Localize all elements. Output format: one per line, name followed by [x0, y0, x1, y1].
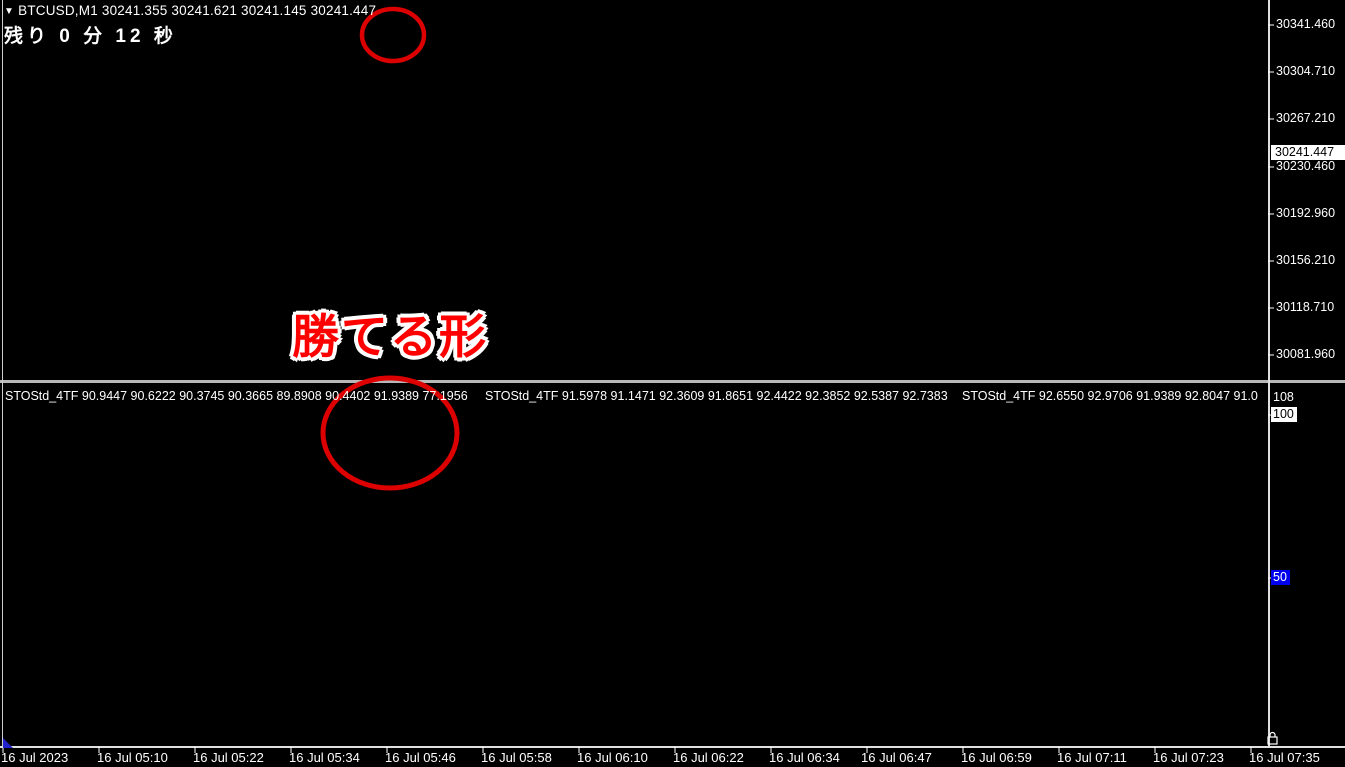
chart-dropdown-icon[interactable]: ▼: [4, 6, 15, 17]
annotation-circle: [320, 375, 460, 491]
annotation-text: 勝てる形: [292, 310, 488, 363]
time-axis-label: 16 Jul 06:59: [961, 750, 1032, 765]
time-axis-label: 16 Jul 07:11: [1057, 750, 1127, 765]
current-price-badge: 30241.447: [1271, 145, 1345, 160]
price-axis-label: 30192.960: [1276, 206, 1336, 220]
time-axis-label: 16 Jul 05:34: [289, 750, 360, 765]
price-axis-label: 30304.710: [1276, 64, 1336, 78]
time-axis-label: 16 Jul 06:22: [673, 750, 744, 765]
time-axis-label: 16 Jul 07:35: [1249, 750, 1320, 765]
stoch-midline-badge: 50: [1271, 570, 1290, 585]
time-axis-label: 16 Jul 05:10: [97, 750, 168, 765]
price-axis-label: 30118.710: [1276, 300, 1335, 314]
indicator-values-label: STOStd_4TF 92.6550 92.9706 91.9389 92.80…: [962, 389, 1258, 403]
price-axis-label: 30230.460: [1276, 159, 1336, 173]
annotation-circle: [359, 6, 427, 64]
scale-lock-icon: [1267, 731, 1278, 745]
indicator-values-label: STOStd_4TF 91.5978 91.1471 92.3609 91.86…: [485, 389, 948, 403]
scroll-triangle-icon: [3, 738, 13, 748]
symbol-ohlc-line[interactable]: ▼ BTCUSD,M1 30241.355 30241.621 30241.145…: [4, 3, 376, 18]
time-axis-label: 16 Jul 07:23: [1153, 750, 1224, 765]
time-axis-label: 16 Jul 05:22: [193, 750, 264, 765]
candle-countdown-timer: 残り 0 分 12 秒: [4, 26, 177, 47]
symbol-ohlc-text: BTCUSD,M1 30241.355 30241.621 30241.145 …: [18, 3, 377, 18]
stoch-overbought-badge: 100: [1271, 407, 1297, 422]
time-axis-label: 16 Jul 05:46: [385, 750, 456, 765]
indicator-values-label: STOStd_4TF 90.9447 90.6222 90.3745 90.36…: [5, 389, 468, 403]
price-axis-label: 30156.210: [1276, 253, 1336, 267]
time-axis-label: 16 Jul 06:10: [577, 750, 648, 765]
price-axis-label: 30081.960: [1276, 347, 1336, 361]
time-axis-label: 16 Jul 2023: [1, 750, 69, 765]
price-axis-label: 30341.460: [1276, 17, 1336, 31]
time-axis-label: 16 Jul 06:47: [861, 750, 932, 765]
stoch-scale-max-label: 108: [1273, 390, 1294, 404]
price-axis-label: 30267.210: [1276, 111, 1336, 125]
time-axis-label: 16 Jul 06:34: [769, 750, 840, 765]
time-axis-label: 16 Jul 05:58: [481, 750, 552, 765]
